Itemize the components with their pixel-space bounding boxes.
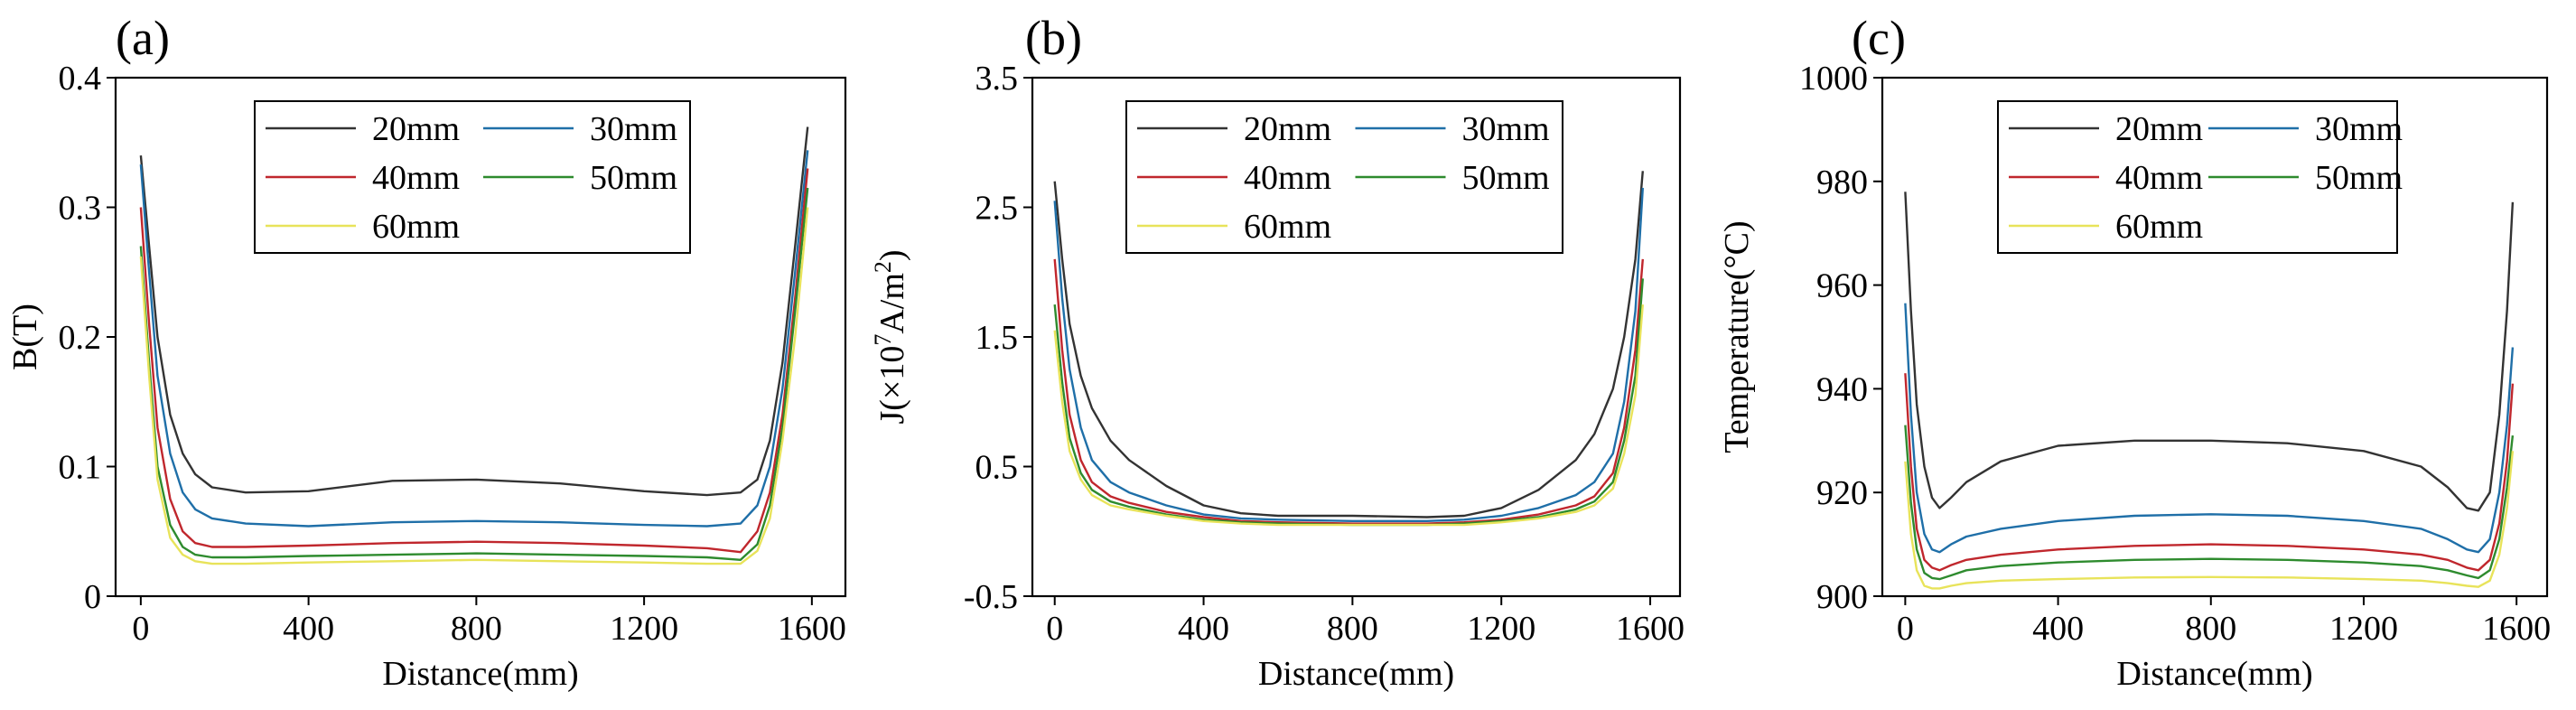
x-tick-label: 1600	[2482, 610, 2551, 648]
series-line-30mm	[139, 150, 809, 528]
series-line-20mm	[1053, 171, 1644, 518]
legend-label: 20mm	[372, 110, 460, 148]
panel-letter: (a)	[116, 11, 170, 65]
legend-label: 60mm	[2115, 208, 2203, 246]
y-tick-label: -0.5	[964, 578, 1018, 616]
plot-frame	[1881, 76, 2549, 598]
y-tick-label: 1000	[1799, 60, 1868, 98]
x-tick-label: 800	[2185, 610, 2236, 648]
x-tick-label: 1200	[2329, 610, 2398, 648]
legend-label: 60mm	[372, 208, 460, 246]
series-line-50mm	[1053, 278, 1644, 527]
panel-letter: (b)	[1025, 11, 1082, 65]
legend-label: 60mm	[1244, 208, 1331, 246]
y-tick-label: 3.5	[975, 60, 1019, 98]
x-tick-label: 1600	[778, 610, 846, 648]
legend-label: 20mm	[2115, 110, 2203, 148]
series-line-40mm	[1053, 258, 1644, 525]
x-tick-label: 400	[2032, 610, 2084, 648]
x-tick-label: 0	[132, 610, 149, 648]
x-tick-label: 0	[1046, 610, 1063, 648]
legend-label: 30mm	[1462, 110, 1550, 148]
x-tick-label: 400	[1178, 610, 1229, 648]
series-line-40mm	[139, 168, 809, 554]
y-tick-label: 900	[1816, 578, 1868, 616]
legend-label: 40mm	[1244, 159, 1331, 197]
x-tick-label: 800	[451, 610, 502, 648]
y-tick-label: 0	[84, 578, 101, 616]
x-axis-title: Distance(mm)	[382, 655, 578, 693]
series-line-60mm	[139, 207, 809, 565]
y-tick-label: 0.1	[59, 449, 102, 487]
legend-label: 50mm	[590, 159, 677, 197]
x-tick-label: 1200	[1467, 610, 1535, 648]
series-line-50mm	[139, 187, 809, 561]
y-tick-label: 0.2	[59, 319, 102, 357]
x-tick-label: 400	[283, 610, 334, 648]
x-axis-title: Distance(mm)	[2116, 655, 2312, 693]
legend-label: 40mm	[372, 159, 460, 197]
legend-label: 50mm	[2315, 159, 2403, 197]
y-tick-label: 940	[1816, 370, 1868, 408]
panel-3: (c) 0 400 800 1200 1600 900 920 940 960 980 1000 Dis…	[1718, 11, 2551, 693]
y-tick-label: 0.4	[59, 60, 102, 98]
series-line-40mm	[1904, 373, 2515, 572]
series-line-30mm	[1904, 303, 2515, 554]
y-tick-label: 920	[1816, 474, 1868, 512]
series-line-50mm	[1904, 425, 2515, 581]
series-line-60mm	[1904, 451, 2515, 590]
y-axis-title: J(×107A/m2)	[870, 249, 911, 424]
y-tick-label: 2.5	[975, 190, 1019, 228]
legend-label: 30mm	[590, 110, 677, 148]
series-line-20mm	[139, 126, 809, 497]
x-tick-label: 1200	[610, 610, 678, 648]
x-tick-label: 800	[1327, 610, 1378, 648]
panel-letter: (c)	[1852, 11, 1906, 65]
y-tick-label: 0.3	[59, 190, 102, 228]
series-line-30mm	[1053, 187, 1644, 522]
y-tick-label: 960	[1816, 267, 1868, 305]
legend-label: 30mm	[2315, 110, 2403, 148]
series-line-60mm	[1053, 304, 1644, 527]
y-axis-title: Temperature(°C)	[1718, 220, 1756, 453]
legend-label: 40mm	[2115, 159, 2203, 197]
x-tick-label: 0	[1897, 610, 1914, 648]
x-axis-title: Distance(mm)	[1258, 655, 1454, 693]
y-tick-label: 1.5	[975, 319, 1019, 357]
y-tick-label: 0.5	[975, 449, 1019, 487]
y-axis-title: B(T)	[6, 304, 44, 370]
legend-label: 50mm	[1462, 159, 1550, 197]
panel-1: (a) 0 400 800 1200 1600 0 0.1 0.2 0.3 0.4 Distance(…	[6, 11, 847, 693]
series-line-20mm	[1904, 192, 2515, 512]
x-tick-label: 1600	[1616, 610, 1685, 648]
y-tick-label: 980	[1816, 163, 1868, 201]
panel-2: (b) 0 400 800 1200 1600 -0.5 0.5 1.5 2.5 3.5 Distan…	[870, 11, 1685, 693]
legend-label: 20mm	[1244, 110, 1331, 148]
